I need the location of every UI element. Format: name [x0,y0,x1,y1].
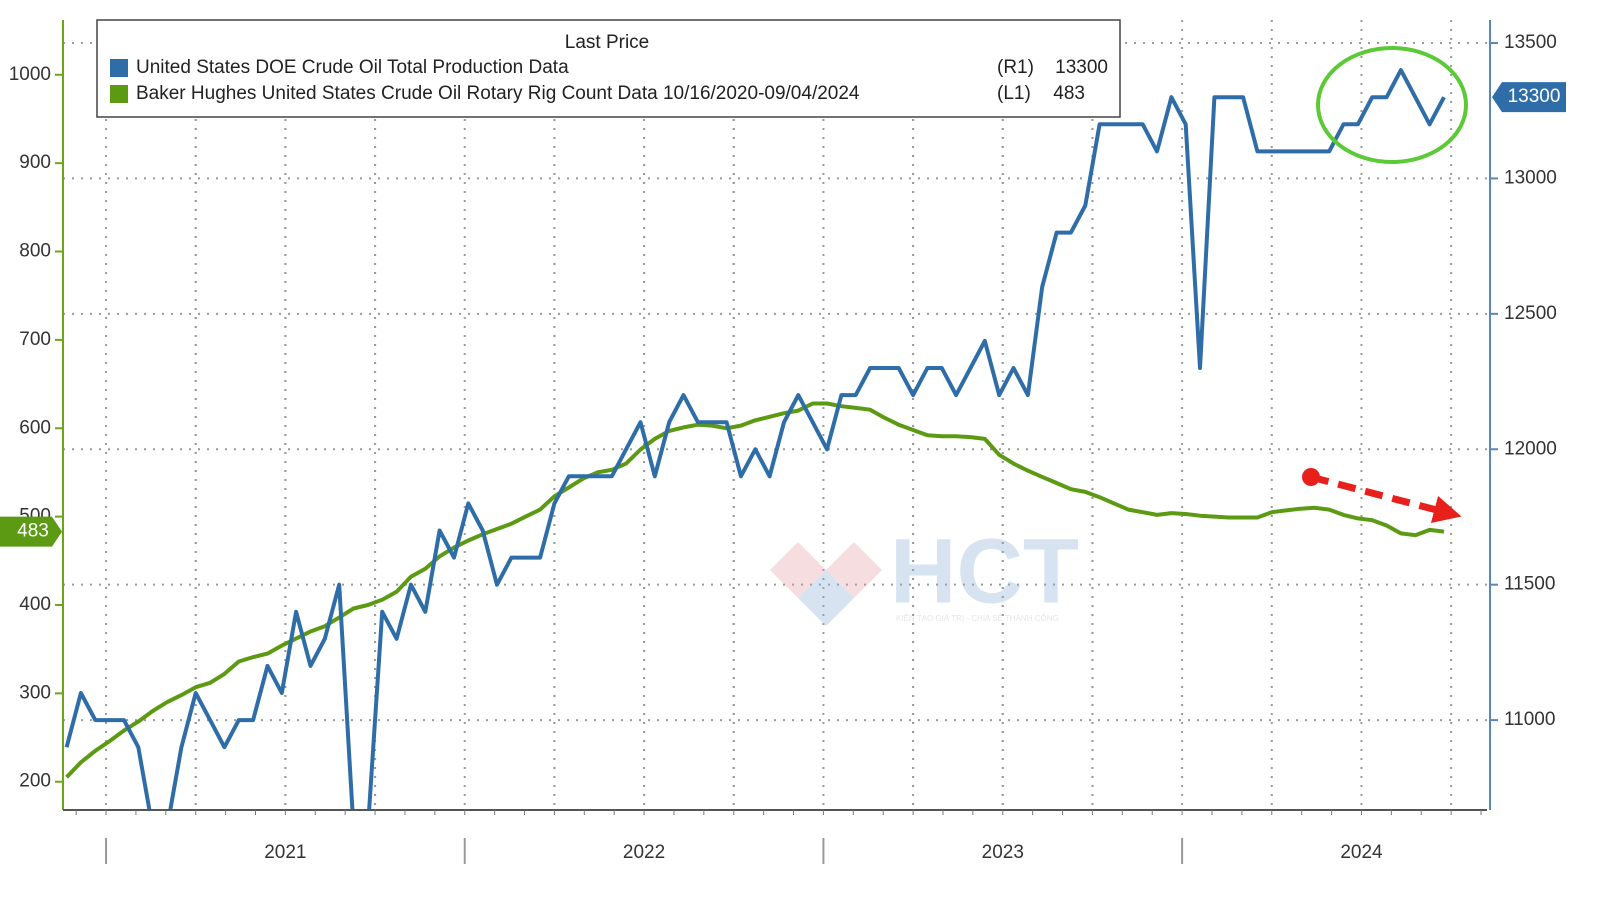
watermark: HCT KIẾN TẠO GIÁ TRỊ - CHIA SẺ THÀNH CÔN… [770,520,1079,626]
legend-box [96,19,1121,118]
x-tick-label: 2023 [982,842,1024,863]
axes: 1100011500120001250013000135002003004005… [0,20,1566,864]
legend-swatch [110,59,128,77]
annotations [1302,46,1468,523]
legend-axis-tag: (R1) [997,57,1034,78]
y-tick-label: 700 [19,329,51,350]
y-tick-label: 200 [19,771,51,792]
y-tick-label: 900 [19,152,51,173]
y2-tick-label: 13500 [1504,32,1557,53]
legend-swatch [110,85,128,103]
watermark-logo: HCT [890,520,1079,622]
legend: Last Price United States DOE Crude Oil T… [96,19,1121,118]
trend-arrow [1310,473,1462,523]
x-tick-label: 2024 [1340,842,1383,863]
lines [64,68,1446,810]
logo-shape [798,570,854,626]
series-line [65,401,1445,779]
watermark-tagline: KIẾN TẠO GIÁ TRỊ - CHIA SẺ THÀNH CÔNG [896,613,1059,623]
y2-tick-label: 11000 [1504,709,1555,730]
y2-tick-label: 12000 [1504,438,1557,459]
y-tick-label: 1000 [9,64,51,85]
y2-tick-label: 13000 [1504,167,1557,188]
last-price-badge [1492,82,1566,113]
y-tick-label: 600 [19,417,51,438]
y-tick-label: 400 [19,594,51,615]
legend-axis-tag: (L1) [997,83,1031,104]
y-tick-label: 800 [19,241,51,262]
series-line [64,68,1446,810]
y2-tick-label: 12500 [1504,303,1557,324]
logo-shape [826,542,882,598]
x-tick-label: 2022 [623,842,665,863]
last-price-label: 483 [17,521,49,542]
legend-title: Last Price [565,32,649,53]
x-tick-label: 2021 [264,842,306,863]
logo-shape [770,542,826,598]
legend-last-price: 483 [1053,83,1085,104]
last-price-label: 13300 [1508,86,1561,107]
legend-label: Baker Hughes United States Crude Oil Rot… [136,83,860,104]
y-tick-label: 300 [19,682,51,703]
legend-last-price: 13300 [1055,57,1108,78]
y2-tick-label: 11500 [1504,574,1555,595]
legend-label: United States DOE Crude Oil Total Produc… [136,57,569,78]
highlight-circle [1316,46,1468,164]
last-price-badge [0,516,62,547]
